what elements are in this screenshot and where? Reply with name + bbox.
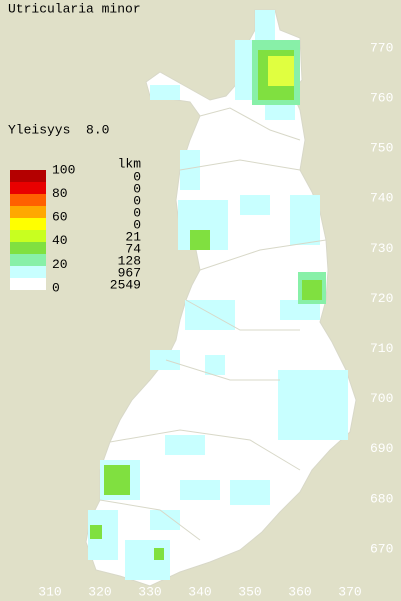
legend-count-header: lkm (118, 156, 142, 171)
legend-count: 0 (133, 217, 141, 232)
legend-count: 0 (133, 181, 141, 196)
y-axis-label: 750 (370, 141, 393, 156)
legend-count: 21 (125, 229, 141, 244)
cell-area (255, 10, 275, 40)
legend-swatch (10, 206, 46, 218)
y-axis-label: 720 (370, 291, 393, 306)
cell-area (205, 355, 225, 375)
y-axis-label: 710 (370, 341, 393, 356)
cell-area (190, 230, 210, 250)
legend-scale-label: 0 (52, 280, 60, 295)
legend-scale-label: 80 (52, 186, 68, 201)
legend-swatch (10, 254, 46, 266)
cell-area (185, 300, 235, 330)
legend-swatch (10, 194, 46, 206)
region-borders (99, 107, 327, 541)
x-axis-label: 330 (138, 584, 161, 599)
y-axis-label: 670 (370, 541, 393, 556)
cell-area (278, 370, 348, 440)
legend-count: 0 (133, 205, 141, 220)
cell-area (180, 150, 200, 190)
legend-scale-label: 100 (52, 162, 75, 177)
legend-swatch (10, 242, 46, 254)
cell-area (154, 548, 164, 560)
y-axis-label: 760 (370, 91, 393, 106)
cell-area (150, 510, 180, 530)
cell-area (165, 435, 205, 455)
legend-count: 0 (133, 193, 141, 208)
summary: Yleisyys 8.0 (8, 122, 109, 137)
legend-scale-label: 60 (52, 210, 68, 225)
legend-count: 128 (118, 253, 141, 268)
occurrence-cells-high (90, 40, 326, 560)
cell-area (150, 350, 180, 370)
legend-swatch (10, 230, 46, 242)
y-axis-label: 770 (370, 40, 393, 55)
cell-area (230, 480, 270, 505)
y-axis-label: 740 (370, 191, 393, 206)
y-axis-label: 690 (370, 441, 393, 456)
y-axis-label: 680 (370, 491, 393, 506)
legend-swatch (10, 218, 46, 230)
cell-area (180, 480, 220, 500)
x-axis-label: 310 (38, 584, 61, 599)
legend-scale-label: 40 (52, 233, 68, 248)
cell-area (268, 56, 294, 86)
x-axis-label: 320 (88, 584, 111, 599)
x-axis-label: 370 (338, 584, 361, 599)
cell-area (290, 195, 320, 245)
legend-count: 2549 (110, 277, 141, 292)
y-axis-label: 730 (370, 241, 393, 256)
legend-swatch (10, 266, 46, 278)
cell-area (235, 40, 255, 100)
cell-area (150, 85, 180, 100)
legend-count: 74 (125, 241, 141, 256)
cell-area (90, 525, 102, 539)
border-lines (99, 107, 327, 541)
x-axis-label: 350 (238, 584, 261, 599)
cell-area (240, 195, 270, 215)
x-axis-label: 360 (288, 584, 311, 599)
cell-area (104, 465, 130, 495)
legend-count: 0 (133, 169, 141, 184)
y-axis-label: 700 (370, 391, 393, 406)
cell-area (280, 300, 320, 320)
legend-swatch (10, 170, 46, 182)
legend-swatch (10, 182, 46, 194)
legend-scale-label: 20 (52, 257, 68, 272)
title: Utricularia minor (8, 1, 141, 16)
legend-swatch (10, 278, 46, 290)
x-axis-label: 340 (188, 584, 211, 599)
cell-area (302, 280, 322, 300)
legend-count: 967 (118, 265, 141, 280)
finland-map (85, 9, 357, 587)
